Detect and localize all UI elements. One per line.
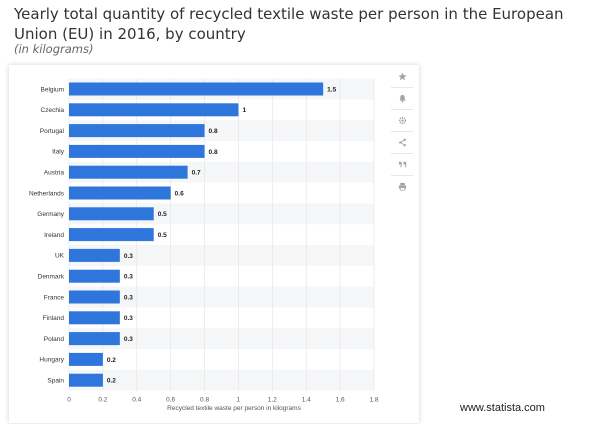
x-tick-label: 1.6 — [336, 397, 345, 404]
x-tick-labels: 0 0.2 0.4 0.6 0.8 1 1.2 1.4 1.6 1.8 — [67, 397, 379, 404]
bar — [69, 228, 154, 242]
bar — [69, 373, 103, 387]
category-label: France — [44, 294, 65, 301]
category-label: Germany — [37, 211, 64, 218]
value-label: 0.3 — [124, 274, 133, 281]
bar — [69, 124, 205, 138]
bar — [69, 332, 120, 346]
bar — [69, 103, 239, 117]
chart-subtitle: (in kilograms) — [14, 42, 94, 56]
x-tick-label: 0 — [67, 397, 71, 404]
source-url: www.statista.com — [460, 402, 545, 414]
category-label: Belgium — [41, 86, 64, 93]
x-axis-title: Recycled textile waste per person in kil… — [167, 405, 301, 412]
value-label: 0.3 — [124, 315, 133, 322]
value-label: 0.8 — [209, 128, 218, 135]
value-label: 0.5 — [158, 211, 167, 218]
value-label: 0.2 — [107, 378, 116, 385]
bar — [69, 269, 120, 283]
value-label: 0.3 — [124, 294, 133, 301]
x-tick-label: 1.2 — [268, 397, 277, 404]
category-label: UK — [55, 253, 65, 260]
x-tick-label: 0.2 — [98, 397, 107, 404]
category-label: Poland — [44, 336, 65, 343]
category-label: Austria — [44, 170, 65, 177]
chart-panel: Belgium Czechia Portugal Italy Austria Nether… — [9, 65, 419, 423]
x-tick-label: 1.4 — [302, 397, 311, 404]
value-label: 0.5 — [158, 232, 167, 239]
category-label: Hungary — [39, 357, 64, 364]
value-label: 1.5 — [327, 86, 336, 93]
value-label: 0.8 — [209, 149, 218, 156]
x-tick-label: 0.8 — [200, 397, 209, 404]
category-label: Finland — [43, 315, 65, 322]
category-label: Czechia — [41, 107, 65, 114]
category-label: Netherlands — [29, 190, 65, 197]
x-tick-label: 0.6 — [166, 397, 175, 404]
share-icon[interactable] — [391, 131, 413, 153]
row-stripe — [69, 328, 374, 349]
row-stripe — [69, 245, 374, 266]
x-tick-label: 0.4 — [132, 397, 141, 404]
quote-icon[interactable] — [391, 153, 413, 175]
row-stripe — [69, 286, 374, 308]
category-labels: Belgium Czechia Portugal Italy Austria Nether… — [29, 86, 65, 384]
value-label: 0.7 — [192, 170, 201, 177]
value-label: 1 — [242, 107, 246, 114]
value-labels: 1.5 1 0.8 0.8 0.7 0.6 0.5 0.5 0.3 0.3 0.3 0.3 0.3 0.2… — [107, 86, 337, 384]
bar — [69, 290, 120, 304]
row-stripe — [69, 369, 374, 391]
chart-toolbar — [389, 66, 415, 198]
value-label: 0.6 — [175, 190, 184, 197]
bar — [69, 311, 120, 325]
category-label: Ireland — [44, 232, 64, 239]
category-label: Italy — [52, 149, 65, 156]
x-tick-label: 1 — [237, 397, 241, 404]
bar — [69, 186, 171, 200]
category-label: Spain — [47, 378, 64, 385]
value-label: 0.3 — [124, 253, 133, 260]
gear-icon[interactable] — [391, 109, 413, 131]
category-label: Portugal — [40, 128, 65, 135]
bar — [69, 165, 188, 179]
bar — [69, 248, 120, 262]
bar — [69, 352, 103, 366]
bar — [69, 82, 324, 96]
value-label: 0.2 — [107, 357, 116, 364]
category-label: Denmark — [38, 274, 65, 281]
bar-chart: Belgium Czechia Portugal Italy Austria Nether… — [29, 78, 379, 412]
bars — [69, 82, 324, 387]
bar — [69, 207, 154, 221]
value-label: 0.3 — [124, 336, 133, 343]
star-icon[interactable] — [391, 66, 413, 87]
print-icon[interactable] — [391, 175, 413, 197]
bar — [69, 144, 205, 158]
bell-icon[interactable] — [391, 87, 413, 109]
chart-title: Yearly total quantity of recycled textil… — [14, 5, 564, 43]
x-tick-label: 1.8 — [369, 397, 378, 404]
